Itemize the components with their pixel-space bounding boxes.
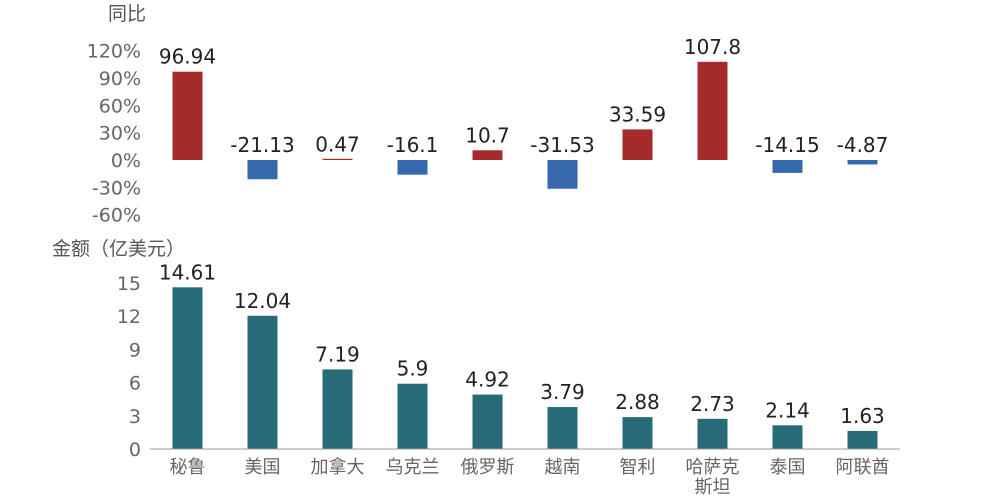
top-data-label: 0.47: [315, 133, 360, 157]
top-data-label: -16.1: [387, 133, 439, 157]
top-data-label: -14.15: [755, 133, 819, 157]
top-bar: [172, 71, 203, 160]
top-data-label: 96.94: [159, 45, 216, 69]
top-bar: [247, 160, 278, 180]
bottom-y-tick-label: 12: [117, 306, 141, 328]
top-bar: [322, 158, 353, 160]
category-label: 哈萨克: [686, 457, 740, 478]
bottom-data-labels: 14.61 12.04 7.19 5.9 4.92 3.79 2.88 2.73 2.14 1.6…: [159, 260, 885, 428]
bottom-data-label: 7.19: [315, 342, 360, 366]
top-data-label: 107.8: [684, 35, 741, 59]
top-bars: [172, 61, 878, 189]
bottom-y-tick-label: 0: [129, 439, 141, 461]
bottom-y-tick-label: 9: [129, 339, 141, 361]
bottom-bar: [847, 430, 878, 449]
bottom-y-tick-label: 6: [129, 373, 141, 395]
category-label: 越南: [545, 457, 581, 478]
top-y-tick-label: 0%: [111, 150, 141, 172]
bottom-bar: [247, 315, 278, 449]
top-data-label: 33.59: [609, 102, 666, 126]
bottom-data-label: 5.9: [397, 357, 429, 381]
category-label: 俄罗斯: [461, 457, 515, 478]
category-label: 乌克兰: [386, 457, 440, 478]
top-data-labels: 96.94 -21.13 0.47 -16.1 10.7 -31.53 33.59 107.8…: [159, 35, 889, 157]
category-label: 秘鲁: [170, 457, 206, 478]
top-y-tick-label: -60%: [92, 205, 141, 227]
top-y-tick-label: 30%: [99, 123, 141, 145]
bottom-bar: [472, 394, 503, 449]
category-label: 斯坦: [695, 477, 731, 498]
bottom-data-label: 3.79: [540, 380, 585, 404]
top-y-tick-label: -30%: [92, 177, 141, 199]
top-bar: [622, 129, 653, 160]
bottom-bar: [397, 383, 428, 449]
top-data-label: 10.7: [465, 123, 510, 147]
bottom-y-axis-title: 金额（亿美元）: [52, 238, 185, 260]
bottom-bar: [322, 369, 353, 449]
top-bar: [847, 160, 878, 165]
bottom-bar: [772, 425, 803, 449]
yoy-growth-panel: 同比 -60% -30% 0% 30% 60% 90% 120% 96.94 -21.13 0.…: [87, 3, 889, 227]
top-y-tick-label: 90%: [99, 68, 141, 90]
bottom-bar: [172, 287, 203, 449]
bottom-bars: [172, 287, 878, 449]
top-y-tick-label: 120%: [87, 41, 141, 63]
bottom-data-label: 2.14: [765, 398, 810, 422]
bottom-data-label: 4.92: [465, 368, 510, 392]
top-data-label: -31.53: [530, 133, 594, 157]
bottom-data-label: 1.63: [840, 404, 885, 428]
category-label: 泰国: [770, 457, 806, 478]
top-data-label: -4.87: [837, 133, 889, 157]
bottom-bar: [622, 417, 653, 449]
bottom-y-tick-label: 15: [117, 273, 141, 295]
top-data-label: -21.13: [230, 133, 294, 157]
top-bar: [472, 150, 503, 160]
top-bar: [547, 160, 578, 189]
category-label: 美国: [245, 457, 281, 478]
category-label: 智利: [620, 457, 656, 478]
bottom-bar: [547, 407, 578, 449]
bottom-y-axis-ticks: 0 3 6 9 12 15: [117, 273, 141, 461]
bottom-bar: [697, 418, 728, 449]
top-y-axis-title: 同比: [108, 3, 146, 25]
top-bar: [772, 160, 803, 173]
category-label: 加拿大: [311, 456, 365, 478]
bottom-data-label: 14.61: [159, 260, 216, 284]
top-y-tick-label: 60%: [99, 95, 141, 117]
top-bar: [397, 160, 428, 175]
bottom-y-tick-label: 3: [129, 406, 141, 428]
category-label: 阿联酋: [836, 457, 890, 478]
bottom-data-label: 12.04: [234, 289, 291, 313]
amount-panel: 金额（亿美元） 0 3 6 9 12 15 14.61 12.04 7.19 5.9 4.92 3.…: [52, 238, 900, 498]
bottom-data-label: 2.88: [615, 390, 660, 414]
top-y-axis-ticks: -60% -30% 0% 30% 60% 90% 120%: [87, 41, 141, 227]
top-bar: [697, 61, 728, 160]
bottom-data-label: 2.73: [690, 392, 735, 416]
